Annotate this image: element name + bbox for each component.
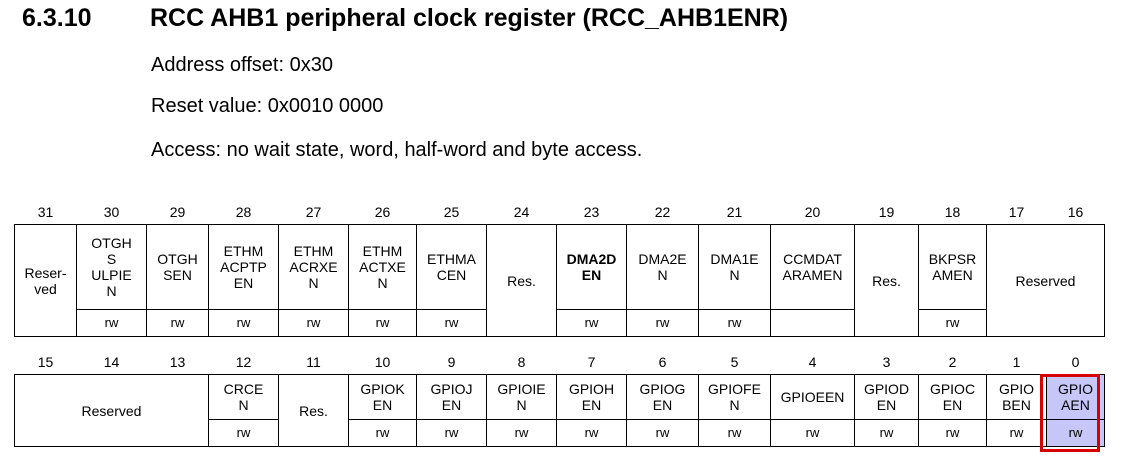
address-offset: Address offset: 0x30: [151, 54, 333, 76]
access-row: rw rw rw rw rw rw rw rw rw rw rw rw: [15, 419, 1105, 447]
reserved-field: Res.: [854, 224, 919, 337]
access-type: rw: [918, 419, 987, 447]
bit-number: 15: [37, 354, 54, 370]
reserved-field: Res.: [486, 224, 557, 337]
register-field-name: ETHM ACPTP EN: [208, 224, 279, 310]
access-type: rw: [416, 419, 487, 447]
bit-number: 26: [374, 204, 391, 220]
access-type: rw: [416, 309, 487, 337]
register-table-high: 31 30 29 28 27 26 25 24 23 22 21 20 19 18 17 16 Reser- …: [14, 200, 1105, 337]
access-description: Access: no wait state, word, half-word a…: [151, 139, 643, 161]
bit-number: 17: [1008, 204, 1025, 220]
bit-number: 5: [730, 354, 739, 370]
register-field-name: ETHM ACRXE N: [278, 224, 349, 310]
register-field-name: OTGH SEN: [146, 224, 209, 310]
reset-value: Reset value: 0x0010 0000: [151, 95, 384, 117]
bit-number: 27: [305, 204, 322, 220]
bit-number: 29: [169, 204, 186, 220]
access-type: rw: [626, 309, 699, 337]
bit-number: 16: [1067, 204, 1084, 220]
register-field-name: GPIOEEN: [770, 374, 855, 420]
access-type: rw: [770, 419, 855, 447]
reserved-field: Reser- ved: [14, 224, 77, 337]
bit-number: 6: [658, 354, 667, 370]
register-field-name: ETHMA CEN: [416, 224, 487, 310]
register-field-name: GPIOG EN: [626, 374, 699, 420]
register-field-name: OTGH S ULPIE N: [76, 224, 147, 310]
register-field-name: GPIOD EN: [854, 374, 919, 420]
bit-number: 19: [878, 204, 895, 220]
bit-number: 10: [374, 354, 391, 370]
field-name-row: Reserved CRCE N Res. GPIOK EN GPIOJ EN GPIOIE…: [14, 374, 1105, 447]
bit-number: 7: [587, 354, 596, 370]
access-type: rw: [698, 419, 771, 447]
access-type: rw: [556, 309, 627, 337]
access-type: rw: [278, 309, 349, 337]
register-field-name: GPIOH EN: [556, 374, 627, 420]
register-field-name: DMA2E N: [626, 224, 699, 310]
section-heading: 6.3.10 RCC AHB1 peripheral clock register…: [22, 4, 788, 33]
access-type: rw: [1046, 419, 1105, 447]
bit-number: 22: [654, 204, 671, 220]
field-name-row: Reser- ved OTGH S ULPIE N OTGH SEN ETHM ACP…: [14, 224, 1105, 337]
access-type: [770, 309, 855, 337]
register-field-name: ETHM ACTXE N: [348, 224, 417, 310]
bit-number: 20: [804, 204, 821, 220]
bit-number: 1: [1012, 354, 1021, 370]
bit-number: 14: [103, 354, 120, 370]
access-row: rw rw rw rw rw rw rw rw rw rw: [15, 309, 1105, 337]
access-type: rw: [918, 309, 987, 337]
access-type: rw: [854, 419, 919, 447]
access-type: rw: [556, 419, 627, 447]
bit-number-row: 15 14 13 12 11 10 9 8 7 6 5 4 3 2 1 0: [15, 350, 1105, 375]
reserved-field: Reserved: [14, 374, 209, 447]
access-type: rw: [348, 309, 417, 337]
bit-number: 21: [726, 204, 743, 220]
access-type: rw: [486, 419, 557, 447]
access-type: rw: [986, 419, 1047, 447]
bit-number: 4: [808, 354, 817, 370]
access-type: rw: [76, 309, 147, 337]
bit-number: 13: [169, 354, 186, 370]
register-table-low: 15 14 13 12 11 10 9 8 7 6 5 4 3 2 1 0 Reserved CRCE N Res…: [14, 350, 1105, 447]
bit-number: 30: [103, 204, 120, 220]
register-field-name: DMA2D EN: [556, 224, 627, 310]
bit-number: 28: [235, 204, 252, 220]
access-type: rw: [208, 309, 279, 337]
bit-number: 31: [37, 204, 54, 220]
access-type: rw: [348, 419, 417, 447]
bit-number: 0: [1071, 354, 1080, 370]
bit-number: 9: [447, 354, 456, 370]
register-field-name: CRCE N: [208, 374, 279, 420]
bit-number: 25: [443, 204, 460, 220]
bit-number: 11: [306, 354, 321, 370]
section-number: 6.3.10: [22, 4, 92, 32]
bit-number: 18: [944, 204, 961, 220]
register-field-name: DMA1E N: [698, 224, 771, 310]
register-field-name: GPIO AEN: [1046, 374, 1105, 420]
bit-number: 3: [882, 354, 891, 370]
register-field-name: GPIOFE N: [698, 374, 771, 420]
reserved-field: Res.: [278, 374, 349, 447]
register-field-name: BKPSR AMEN: [918, 224, 987, 310]
access-type: rw: [146, 309, 209, 337]
register-field-name: GPIOK EN: [348, 374, 417, 420]
access-type: rw: [698, 309, 771, 337]
register-field-name: GPIOC EN: [918, 374, 987, 420]
bit-number: 23: [583, 204, 600, 220]
access-type: rw: [208, 419, 279, 447]
section-title: RCC AHB1 peripheral clock register (RCC_…: [150, 4, 789, 32]
bit-number: 12: [235, 354, 252, 370]
register-field-name: GPIOJ EN: [416, 374, 487, 420]
register-field-name: GPIO BEN: [986, 374, 1047, 420]
bit-number: 24: [513, 204, 530, 220]
bit-number-row: 31 30 29 28 27 26 25 24 23 22 21 20 19 18 17 16: [15, 200, 1105, 225]
bit-number: 2: [948, 354, 957, 370]
register-field-name: CCMDAT ARAMEN: [770, 224, 855, 310]
reserved-field: Reserved: [986, 224, 1105, 337]
register-field-name: GPIOIE N: [486, 374, 557, 420]
access-type: rw: [626, 419, 699, 447]
bit-number: 8: [517, 354, 526, 370]
